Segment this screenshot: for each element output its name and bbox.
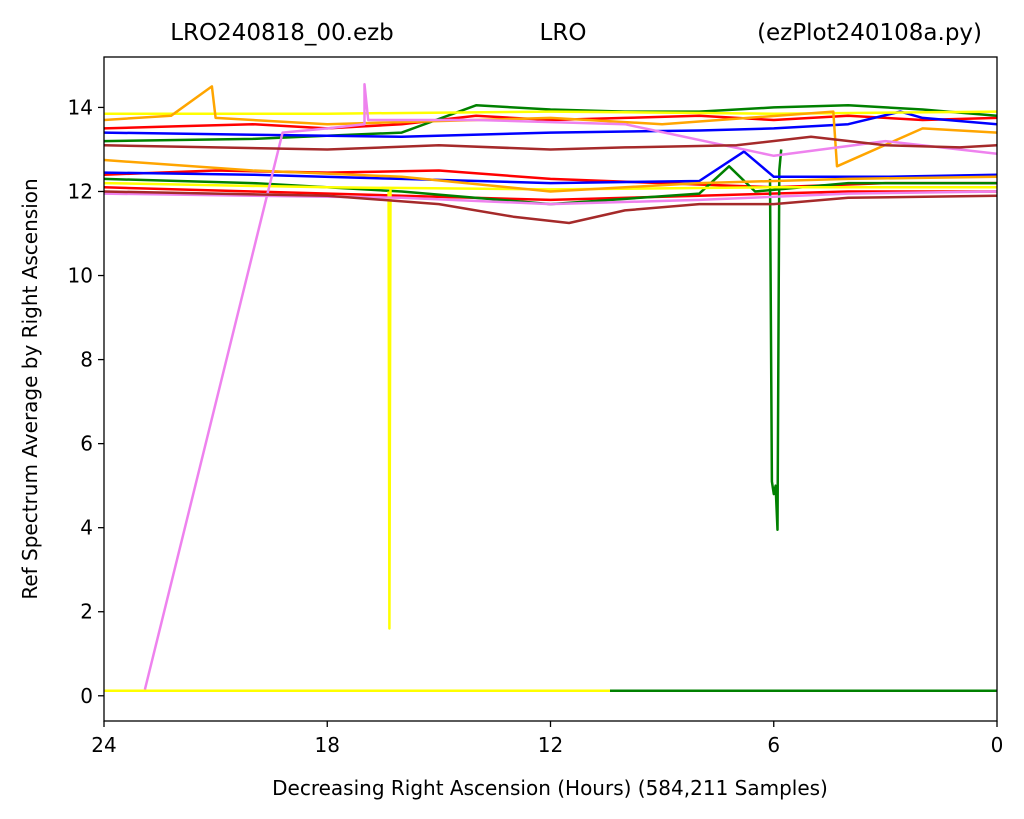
series-line-brown-18 [104,135,997,151]
series-line-orange-14 [104,85,997,168]
y-tick-label: 2 [80,600,93,624]
y-tick-label: 8 [80,348,93,372]
y-tick-label: 6 [80,432,93,456]
series-line-red-1 [104,114,997,130]
y-tick-label: 10 [68,264,93,288]
series-line-blue-9 [104,150,997,185]
series-lines [104,83,997,692]
y-tick-label: 14 [68,95,93,119]
x-tick-label: 12 [538,733,563,757]
chart-title-left: LRO240818_00.ezb [170,20,394,46]
series-line-green-6 [768,149,783,532]
x-axis-ticks: 24 18 12 6 0 [91,721,1003,757]
x-tick-label: 18 [315,733,340,757]
series-line-yellow-10 [104,110,997,115]
x-tick-label: 0 [991,733,1004,757]
y-tick-label: 12 [68,179,93,203]
series-line-blue-8 [104,110,997,139]
series-line-yellow-11 [104,181,997,191]
chart-title-center: LRO [540,20,587,46]
x-tick-label: 24 [91,733,116,757]
x-tick-label: 6 [767,733,780,757]
series-line-violet-16 [143,83,997,690]
series-line-red-3 [104,186,997,202]
y-tick-label: 4 [80,516,93,540]
series-line-yellow-12 [387,187,392,630]
x-axis-label: Decreasing Right Ascension (Hours) (584,… [272,776,828,800]
series-line-violet-17 [104,190,997,206]
plot-area [104,83,997,692]
y-tick-label: 0 [80,684,93,708]
y-axis-ticks: 0 2 4 6 8 10 12 14 [68,95,104,708]
chart-title-right: (ezPlot240108a.py) [757,20,982,46]
series-line-orange-15 [104,158,997,193]
series-line-brown-19 [104,190,997,225]
y-axis-label: Ref Spectrum Average by Right Ascension [18,178,42,599]
